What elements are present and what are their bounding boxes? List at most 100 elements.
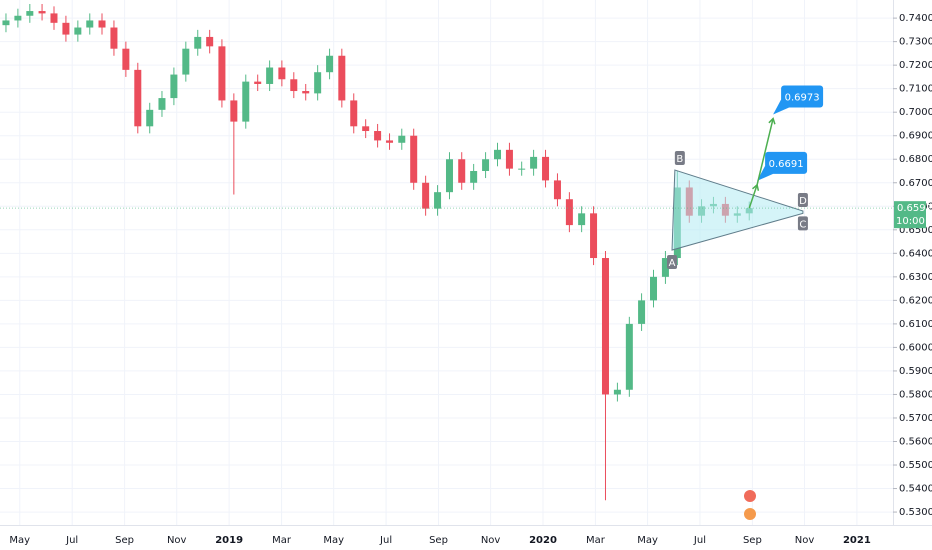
x-tick-label: May bbox=[637, 535, 658, 546]
pattern-label-box bbox=[674, 151, 685, 166]
candle-body bbox=[2, 20, 10, 26]
candle-body bbox=[590, 213, 598, 259]
candle-body bbox=[278, 67, 286, 80]
pattern-label-box bbox=[797, 216, 808, 231]
y-tick-label: 0.5300 bbox=[899, 507, 932, 518]
y-tick-label: 0.7300 bbox=[899, 37, 932, 48]
x-tick-label: Mar bbox=[586, 535, 606, 546]
candle-body bbox=[565, 199, 573, 226]
candle-body bbox=[98, 20, 106, 28]
y-tick-label: 0.5800 bbox=[899, 389, 932, 400]
candle-body bbox=[302, 91, 310, 94]
candle-body bbox=[326, 55, 334, 73]
icon bbox=[744, 490, 756, 502]
candle-body bbox=[386, 140, 394, 143]
x-tick-label: 2020 bbox=[529, 535, 557, 546]
candle-body bbox=[290, 79, 298, 92]
candle-body bbox=[38, 11, 46, 14]
x-tick-label: Sep bbox=[115, 535, 134, 546]
candle-body bbox=[266, 67, 274, 84]
y-tick-label: 0.6800 bbox=[899, 154, 932, 165]
target-arrow bbox=[748, 184, 758, 209]
plot: A B C D 0.6691 0.6973 bbox=[2, 3, 824, 501]
candle-body bbox=[50, 13, 58, 23]
axes: 0.5300 0.5400 0.5500 0.5600 0.5700 0.5800 0.59… bbox=[0, 13, 932, 546]
grid bbox=[0, 0, 893, 525]
candle-body bbox=[110, 27, 118, 49]
candle-body bbox=[661, 258, 669, 277]
y-tick-label: 0.6400 bbox=[899, 248, 932, 259]
candle-body bbox=[530, 156, 538, 169]
target-label: 0.6973 bbox=[785, 93, 820, 104]
pattern-label: A bbox=[669, 258, 676, 269]
x-tick-label: May bbox=[9, 535, 30, 546]
candle-body bbox=[374, 131, 382, 141]
candle-body bbox=[625, 323, 633, 390]
candle-body bbox=[638, 300, 646, 324]
y-tick-label: 0.6000 bbox=[899, 342, 932, 353]
triangle-pattern bbox=[671, 169, 804, 251]
candle-body bbox=[470, 171, 478, 183]
candle-body bbox=[86, 20, 94, 28]
candle-body bbox=[254, 81, 262, 84]
candle-body bbox=[158, 98, 166, 110]
candle-body bbox=[26, 11, 34, 16]
countdown-label: 10:00:10 bbox=[896, 216, 932, 227]
candle-body bbox=[314, 72, 322, 94]
candle-body bbox=[146, 109, 154, 127]
pattern-label: D bbox=[799, 196, 807, 207]
y-tick-label: 0.6500 bbox=[899, 225, 932, 236]
candle-body bbox=[434, 192, 442, 209]
y-tick-label: 0.5900 bbox=[899, 366, 932, 377]
candle-body bbox=[350, 100, 358, 127]
arrow-head bbox=[752, 183, 760, 191]
candle-body bbox=[410, 135, 418, 183]
target-callout bbox=[765, 151, 808, 174]
candle-body bbox=[505, 149, 513, 169]
x-tick-label: 2019 bbox=[215, 535, 243, 546]
x-tick-label: Jul bbox=[693, 535, 706, 546]
y-tick-label: 0.5700 bbox=[899, 413, 932, 424]
candle-body bbox=[14, 15, 22, 21]
candle-body bbox=[494, 149, 502, 160]
candle-body bbox=[601, 258, 609, 395]
callout-pointer bbox=[773, 99, 790, 115]
target-label: 0.6691 bbox=[769, 159, 804, 170]
candle-body bbox=[170, 74, 178, 99]
pattern-label-box bbox=[667, 255, 678, 270]
indicator-icons bbox=[744, 490, 756, 520]
candle-body bbox=[122, 48, 130, 70]
candle-body bbox=[518, 168, 526, 170]
target-arrow bbox=[756, 118, 774, 186]
y-tick-label: 0.7100 bbox=[899, 84, 932, 95]
x-tick-label: May bbox=[323, 535, 344, 546]
candle-body bbox=[206, 36, 214, 47]
candle-body bbox=[194, 36, 202, 49]
x-tick-label: Nov bbox=[481, 535, 501, 546]
candle-body bbox=[445, 159, 453, 193]
candle-body bbox=[398, 135, 406, 143]
x-tick-label: Sep bbox=[429, 535, 448, 546]
candle-body bbox=[134, 69, 142, 127]
candle-body bbox=[242, 81, 250, 122]
arrow-head bbox=[768, 117, 776, 125]
y-tick-label: 0.7000 bbox=[899, 107, 932, 118]
candle-body bbox=[74, 27, 82, 35]
candle-body bbox=[422, 182, 430, 209]
candle-body bbox=[553, 180, 561, 200]
callout-pointer bbox=[757, 165, 774, 181]
x-tick-label: Jul bbox=[379, 535, 392, 546]
pattern-label: C bbox=[799, 219, 806, 230]
candle-body bbox=[362, 126, 370, 132]
candle-body bbox=[338, 55, 346, 101]
candle-body bbox=[613, 389, 621, 395]
candle-body bbox=[182, 48, 190, 75]
y-tick-label: 0.6700 bbox=[899, 178, 932, 189]
pattern-label-box bbox=[797, 192, 808, 207]
candle-body bbox=[62, 22, 70, 35]
candle-body bbox=[542, 156, 550, 181]
y-tick-label: 0.5500 bbox=[899, 460, 932, 471]
y-tick-label: 0.7400 bbox=[899, 13, 932, 24]
